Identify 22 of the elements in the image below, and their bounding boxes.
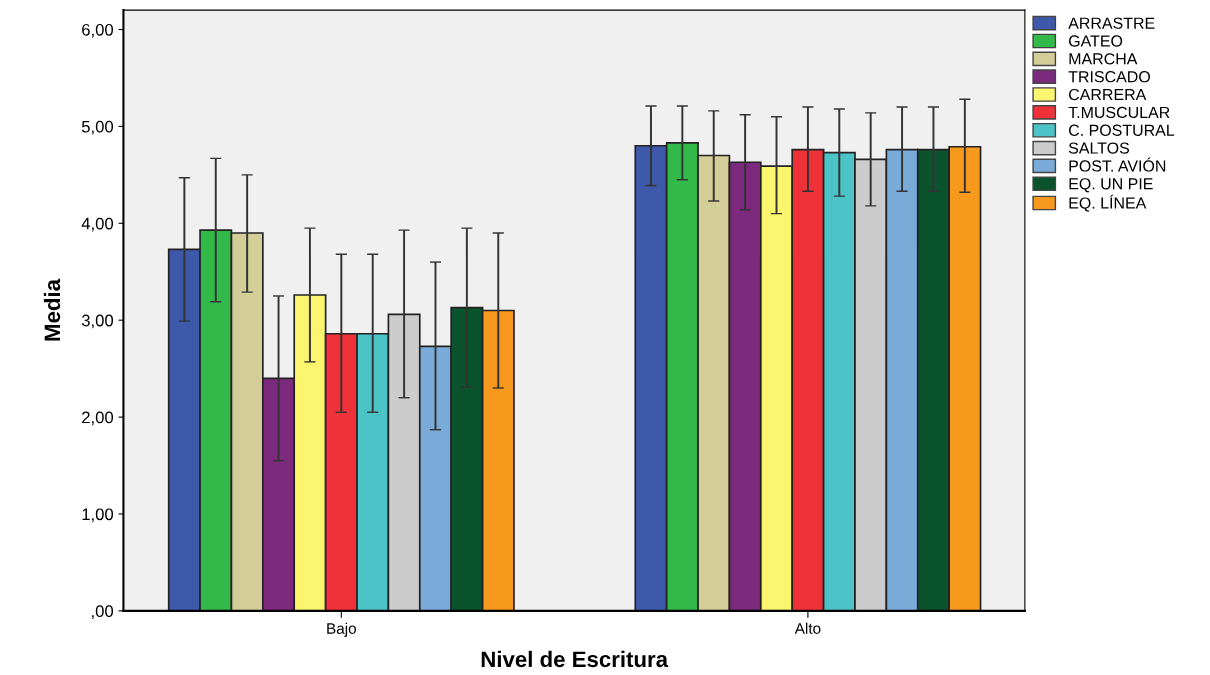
legend-label: MARCHA [1069,53,1138,65]
legend-label: EQ. LÍNEA [1069,194,1147,212]
legend-label: SALTOS [1068,142,1130,154]
y-tick-label: 3,00 [81,314,114,329]
y-tick-label: 5,00 [81,120,114,135]
legend-label: T.MUSCULAR [1068,106,1170,119]
legend-label: ARRASTRE [1068,17,1155,29]
legend-label: C. POSTURAL [1069,124,1175,136]
legend-label: EQ. UN PIE [1069,178,1153,193]
y-axis-title: Media [43,278,61,341]
y-tick-label: 2,00 [82,411,114,426]
x-axis-title: Nivel de Escritura [481,650,669,668]
legend-label: GATEO [1069,35,1123,47]
x-tick-label: Bajo [327,622,356,637]
y-tick-label: 1,00 [82,508,114,523]
legend-label: CARRERA [1069,88,1147,101]
y-tick-label: 6,00 [82,23,114,38]
y-tick-label: ,00 [92,605,114,620]
legend-label: TRISCADO [1068,71,1150,83]
y-tick-label: 4,00 [81,217,114,232]
legend-label: POST. AVIÓN [1069,157,1166,172]
x-tick-label: Alto [794,622,821,634]
